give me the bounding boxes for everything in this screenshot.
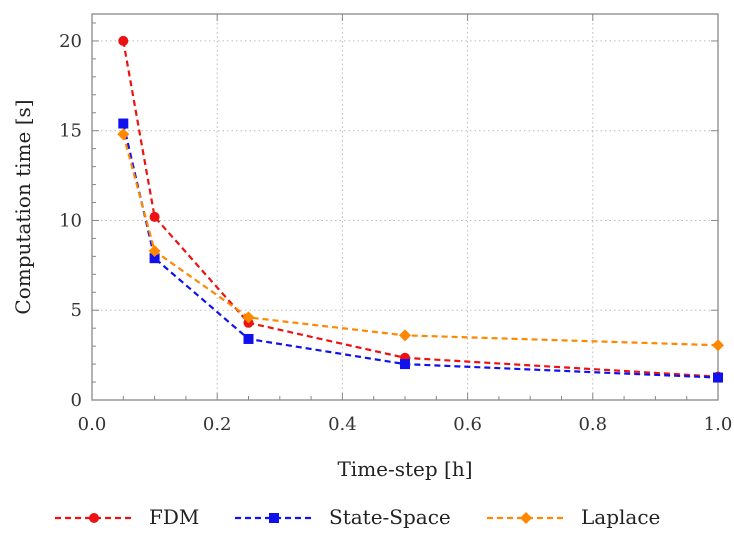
series-layer [117,35,724,383]
y-tick-label: 0 [71,390,82,411]
data-point [243,333,254,344]
x-axis-label: Time-step [h] [337,457,472,481]
y-tick-label: 15 [59,121,82,142]
x-tick-label: 0.8 [578,414,607,435]
y-tick-label: 10 [59,210,82,231]
series-line [122,123,719,379]
legend-label: FDM [149,505,199,529]
axis-ticks: 0.0 0.2 0.4 0.6 0.8 1.0 0 5 10 15 20 [59,14,732,435]
legend-marker [89,513,99,523]
data-point [117,128,130,141]
legend-item: State-Space [235,505,451,529]
data-point [118,118,129,129]
data-point [713,372,723,383]
data-point [712,339,724,352]
data-point [399,329,411,342]
x-tick-label: 1.0 [704,414,733,435]
data-point [118,35,129,46]
x-tick-label: 0.6 [453,414,482,435]
series-line [122,40,719,378]
legend-marker [269,513,279,523]
legend-label: State-Space [329,505,451,529]
series-fdm [118,35,723,382]
data-point [148,244,161,257]
data-point [149,211,160,222]
legend-item: FDM [55,505,199,529]
series-line [122,134,719,347]
legend: FDM State-Space Laplace [55,505,660,529]
data-point [242,311,255,324]
series-laplace [117,128,724,352]
legend-item: Laplace [487,505,660,529]
grid-lines [92,14,718,400]
x-tick-label: 0.2 [203,414,232,435]
data-point [149,253,160,264]
y-axis-label: Computation time [s] [11,99,35,314]
y-tick-label: 5 [71,300,82,321]
legend-marker [520,512,532,524]
legend-label: Laplace [581,505,660,529]
x-tick-label: 0.0 [78,414,107,435]
data-point [400,359,410,370]
y-tick-label: 20 [59,31,82,52]
x-tick-label: 0.4 [328,414,357,435]
